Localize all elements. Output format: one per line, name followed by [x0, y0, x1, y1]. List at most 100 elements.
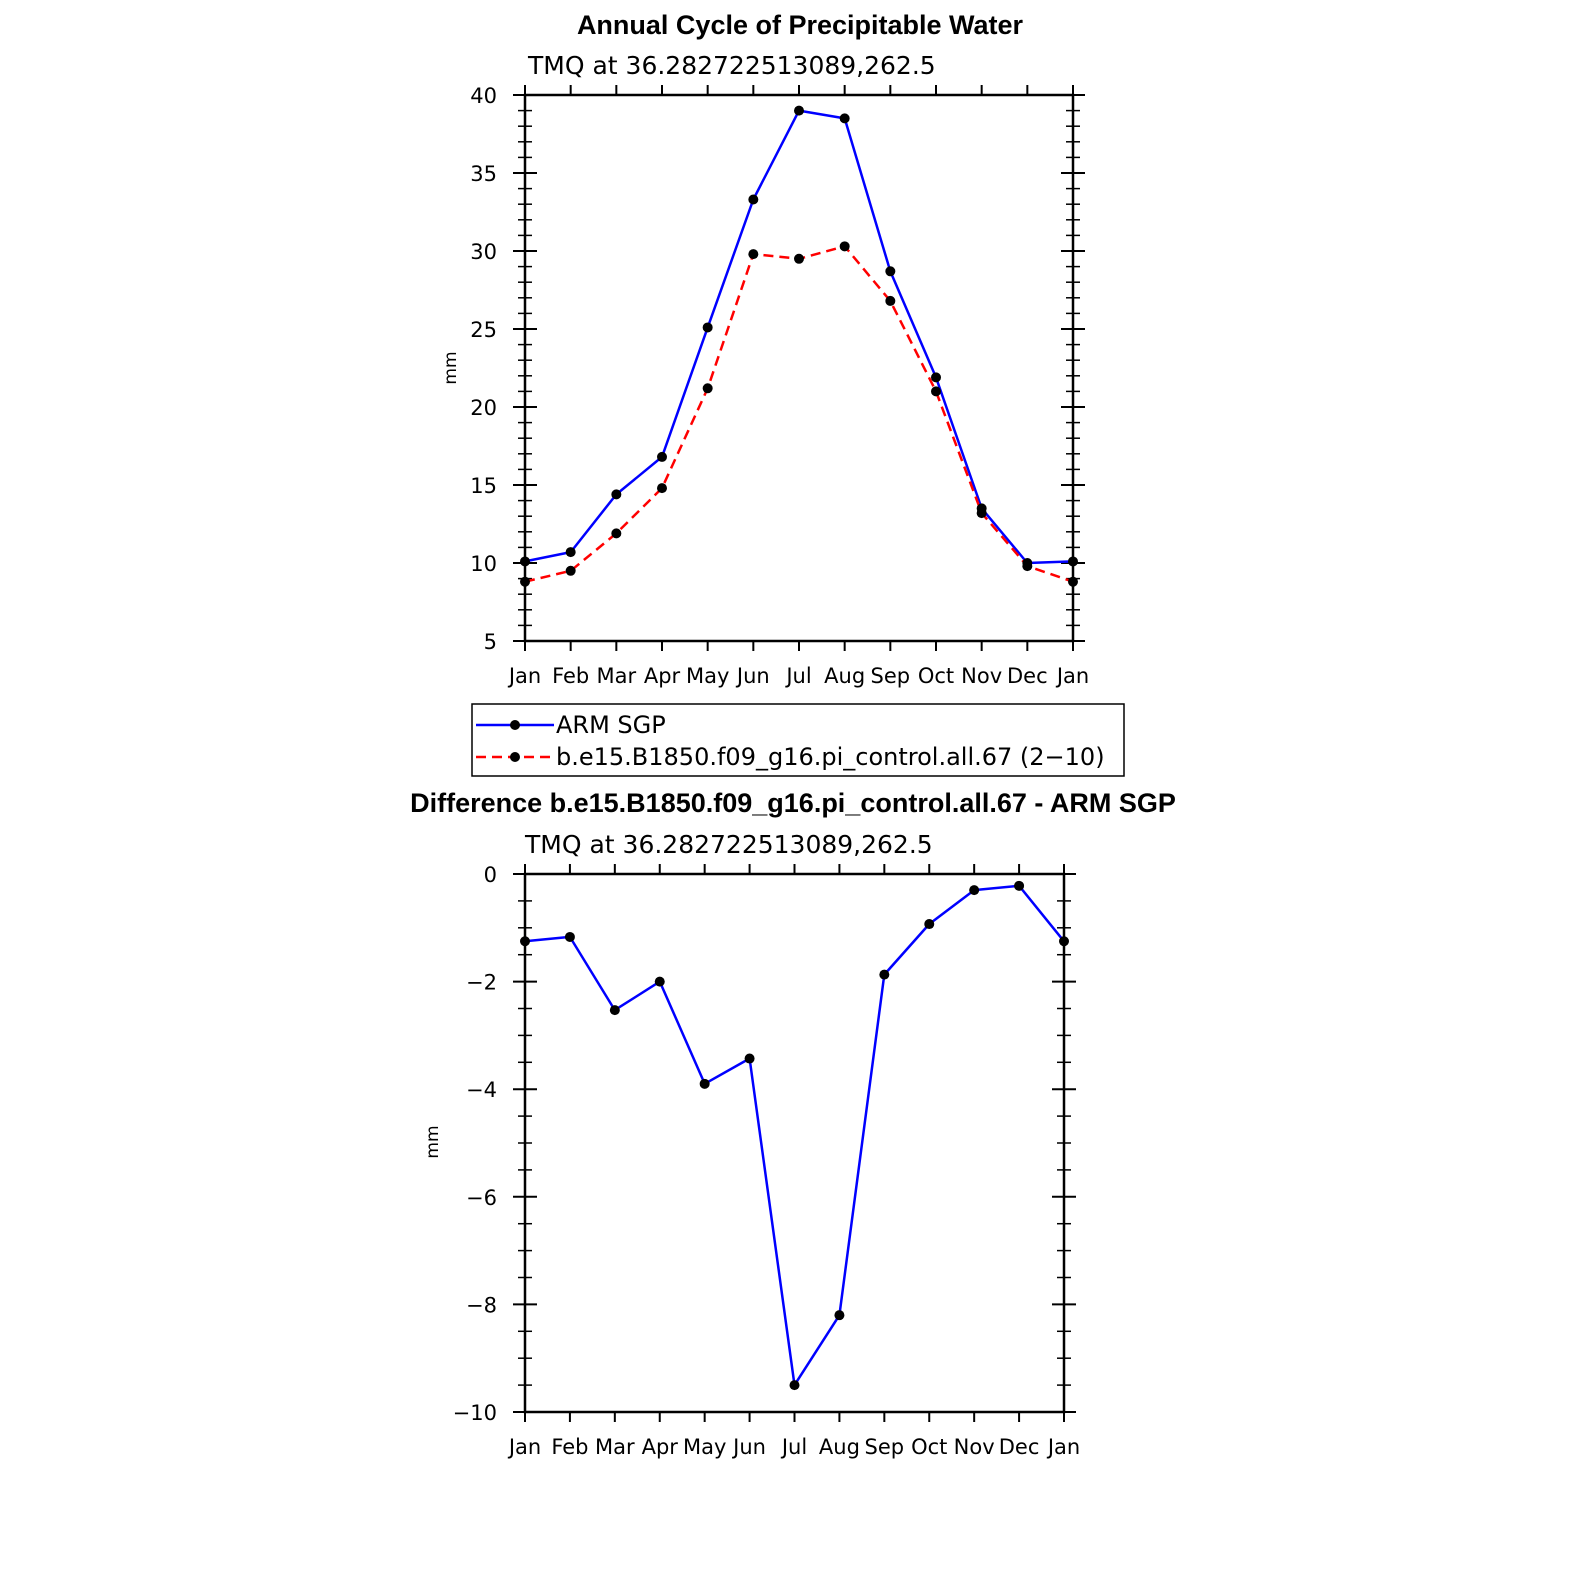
x-tick-label: Jan [507, 1435, 541, 1459]
x-tick-label: Nov [954, 1435, 995, 1459]
legend-label-model: b.e15.B1850.f09_g16.pi_control.all.67 (2… [556, 743, 1105, 771]
y-axis-label: mm [423, 1125, 443, 1158]
legend-box [471, 703, 1125, 777]
y-tick-label: −2 [466, 971, 497, 995]
plot-frame [523, 93, 1075, 643]
x-tick-label: Jan [507, 664, 541, 688]
y-tick-label: −4 [466, 1078, 497, 1102]
y-tick-label: 35 [470, 162, 497, 186]
data-point [611, 528, 622, 539]
y-tick-labels: 5 10 15 20 25 30 35 40 [470, 84, 497, 654]
data-point [885, 295, 896, 306]
series-group [520, 105, 1078, 587]
y-tick-label: −8 [466, 1293, 497, 1317]
axis-ticks [513, 864, 1076, 1422]
x-tick-label: Apr [644, 664, 681, 688]
x-tick-labels: Jan Feb Mar Apr May Jun Jul Aug Sep Oct Nov Dec Jan [507, 664, 1089, 688]
data-point [879, 969, 890, 980]
chart-title: Difference b.e15.B1850.f09_g16.pi_contro… [410, 788, 1176, 818]
data-point [834, 1310, 845, 1321]
difference-panel: Difference b.e15.B1850.f09_g16.pi_contro… [410, 788, 1176, 1459]
data-point [654, 976, 665, 987]
data-point [657, 451, 667, 462]
data-point [520, 576, 530, 587]
y-tick-label: 5 [484, 630, 497, 654]
x-tick-label: Sep [865, 1435, 905, 1459]
data-point [789, 1380, 800, 1391]
data-point [969, 885, 980, 896]
data-point [1022, 561, 1033, 572]
data-point [565, 547, 576, 558]
x-tick-label: Oct [911, 1435, 947, 1459]
data-point [611, 489, 622, 500]
x-tick-label: Aug [819, 1435, 860, 1459]
data-point [564, 931, 575, 942]
data-point [1059, 936, 1069, 947]
x-tick-label: Oct [918, 664, 954, 688]
x-tick-label: Jan [1055, 664, 1089, 688]
data-point [702, 383, 713, 394]
data-point [931, 372, 941, 383]
x-tick-label: Feb [551, 1435, 588, 1459]
data-point [657, 483, 667, 494]
x-tick-label: Jan [1046, 1435, 1080, 1459]
axis-ticks [513, 85, 1085, 651]
series-line-0 [524, 884, 1065, 1387]
y-tick-label: 0 [484, 863, 497, 887]
x-tick-label: Mar [595, 1435, 635, 1459]
data-point [744, 1053, 755, 1064]
data-point [1068, 556, 1078, 567]
data-point [976, 508, 987, 519]
y-tick-labels: −10 −8 −6 −4 −2 0 [453, 863, 497, 1425]
plot-frame [523, 872, 1066, 1414]
x-tick-label: May [686, 664, 729, 688]
x-tick-label: Feb [552, 664, 589, 688]
x-tick-label: Mar [597, 664, 637, 688]
y-tick-label: −6 [466, 1186, 497, 1210]
x-tick-label: Dec [999, 1435, 1040, 1459]
data-point [794, 105, 804, 116]
data-point [1068, 576, 1078, 587]
x-tick-label: Nov [961, 664, 1002, 688]
x-tick-label: Aug [824, 664, 865, 688]
x-tick-label: May [683, 1435, 726, 1459]
data-point [702, 322, 713, 333]
x-tick-label: Apr [642, 1435, 679, 1459]
series-line-1 [524, 245, 1074, 583]
x-tick-label: Sep [871, 664, 911, 688]
x-tick-label: Jul [784, 664, 811, 688]
data-point [839, 113, 850, 124]
x-tick-label: Jun [735, 664, 770, 688]
x-tick-labels: Jan Feb Mar Apr May Jun Jul Aug Sep Oct Nov Dec Jan [507, 1435, 1080, 1459]
legend-marker-model [510, 752, 520, 762]
series-line-0 [524, 109, 1074, 565]
data-point [520, 556, 530, 567]
data-point [885, 266, 896, 277]
annual-cycle-panel: Annual Cycle of Precipitable Water TMQ a… [441, 10, 1089, 688]
data-point [609, 1005, 620, 1016]
chart-title: Annual Cycle of Precipitable Water [577, 10, 1024, 40]
data-point [520, 936, 530, 947]
data-point [794, 253, 804, 264]
data-point [924, 919, 935, 930]
data-point [748, 249, 759, 260]
y-tick-label: 20 [470, 396, 497, 420]
chart-subtitle: TMQ at 36.282722513089,262.5 [524, 830, 933, 859]
legend-marker-arm-sgp [510, 720, 520, 730]
data-point [565, 565, 576, 576]
legend: ARM SGP b.e15.B1850.f09_g16.pi_control.a… [471, 703, 1125, 777]
y-tick-label: 25 [470, 318, 497, 342]
y-axis-label: mm [441, 351, 461, 384]
series-group [520, 880, 1069, 1391]
data-point [699, 1078, 710, 1089]
data-point [931, 386, 941, 397]
data-point [748, 194, 759, 205]
y-tick-label: 15 [470, 474, 497, 498]
chart-subtitle: TMQ at 36.282722513089,262.5 [527, 51, 936, 80]
data-point [839, 241, 850, 252]
x-tick-label: Jul [780, 1435, 807, 1459]
data-point [1014, 880, 1025, 891]
y-tick-label: 10 [470, 552, 497, 576]
legend-label-arm-sgp: ARM SGP [556, 711, 666, 739]
